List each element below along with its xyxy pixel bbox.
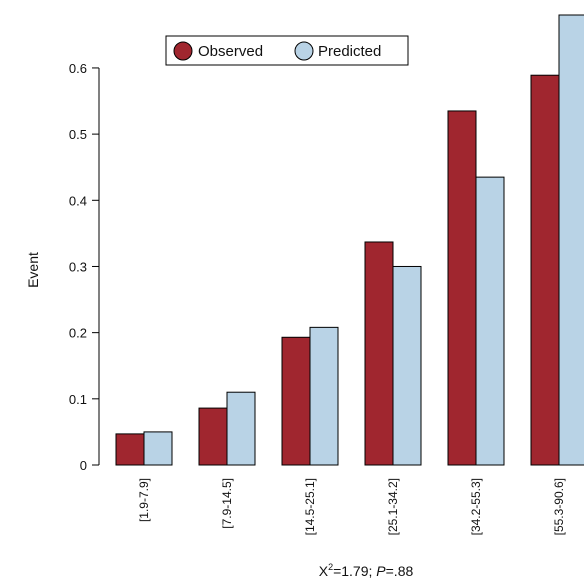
x-tick-label: [7.9-14.5] (220, 478, 234, 529)
y-tick-label: 0.3 (69, 259, 87, 274)
y-axis: 0 0.1 0.2 0.3 0.4 0.5 0.6 (69, 61, 100, 473)
bar-observed-6 (530, 74, 560, 466)
bar-observed-2 (198, 407, 228, 466)
x-tick-label: [1.9-7.9] (137, 478, 151, 522)
x-axis-labels: [1.9-7.9] [7.9-14.5] [14.5-25.1] [25.1-34.2… (137, 478, 566, 535)
legend-box (165, 35, 409, 66)
chi-symbol: X (319, 563, 329, 579)
y-tick-label: 0 (80, 458, 87, 473)
x-tick-label: [25.1-34.2] (386, 478, 400, 535)
legend-marker-predicted (294, 41, 314, 61)
y-axis-label: Event (25, 252, 41, 288)
legend: Observed Predicted (165, 35, 409, 66)
bar-predicted-3 (309, 326, 339, 466)
y-tick-label: 0.6 (69, 61, 87, 76)
legend-marker-observed (173, 41, 193, 61)
bar-predicted-5 (475, 176, 505, 466)
y-tick-label: 0.5 (69, 127, 87, 142)
chi-value: =1.79; (333, 563, 376, 579)
bar-predicted-4 (392, 265, 422, 466)
p-value: =.88 (386, 563, 414, 579)
bars (115, 14, 584, 466)
statistic-annotation: X2=1.79; P=.88 (319, 562, 414, 579)
legend-label-observed: Observed (198, 43, 263, 60)
y-tick-label: 0.4 (69, 193, 87, 208)
x-tick-label: [34.2-55.3] (469, 478, 483, 535)
bar-observed-3 (281, 336, 311, 466)
bar-predicted-6 (558, 14, 584, 466)
bar-observed-5 (447, 110, 477, 466)
x-tick-label: [55.3-90.6] (552, 478, 566, 535)
y-tick-label: 0.2 (69, 326, 87, 341)
bar-predicted-2 (226, 391, 256, 466)
x-tick-label: [14.5-25.1] (303, 478, 317, 535)
p-symbol: P (376, 563, 386, 579)
y-tick-label: 0.1 (69, 392, 87, 407)
bar-observed-1 (115, 433, 145, 466)
bar-predicted-1 (143, 431, 173, 466)
legend-label-predicted: Predicted (318, 43, 381, 60)
bar-observed-4 (364, 241, 394, 466)
chi-superscript: 2 (328, 562, 333, 572)
